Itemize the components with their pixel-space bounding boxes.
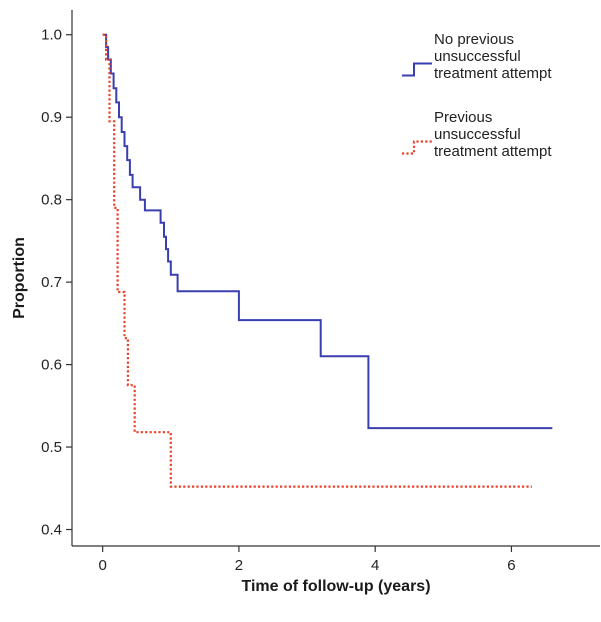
y-axis-title: Proportion bbox=[11, 237, 28, 319]
legend-label-line: treatment attempt bbox=[434, 65, 552, 82]
axes bbox=[71, 10, 600, 547]
x-tick-label: 2 bbox=[235, 557, 243, 574]
legend-marker-no-previous-attempt bbox=[402, 62, 432, 77]
series-line-previous-attempt bbox=[102, 33, 532, 488]
legend-label-line: unsuccessful bbox=[434, 48, 521, 65]
y-tick-label: 0.6 bbox=[41, 357, 62, 374]
y-tick-label: 1.0 bbox=[41, 27, 62, 44]
legend-label-line: unsuccessful bbox=[434, 126, 521, 143]
y-tick-label: 0.9 bbox=[41, 109, 62, 126]
y-tick-label: 0.4 bbox=[41, 522, 62, 539]
legend-marker-previous-attempt bbox=[402, 140, 432, 155]
x-tick-label: 4 bbox=[371, 557, 379, 574]
legend-label-line: No previous bbox=[434, 31, 514, 48]
y-ticks: 0.4 0.5 0.6 0.7 0.8 0.9 1.0 bbox=[41, 27, 72, 539]
legend-label-line: Previous bbox=[434, 109, 492, 126]
y-tick-label: 0.8 bbox=[41, 192, 62, 209]
legend-label-line: treatment attempt bbox=[434, 143, 552, 160]
x-tick-label: 6 bbox=[507, 557, 515, 574]
y-tick-label: 0.5 bbox=[41, 439, 62, 456]
x-axis-title: Time of follow-up (years) bbox=[241, 578, 430, 595]
series-line-no-previous-attempt bbox=[102, 33, 553, 430]
x-ticks: 0 2 4 6 bbox=[98, 546, 516, 574]
series-layer bbox=[102, 33, 553, 488]
y-tick-label: 0.7 bbox=[41, 274, 62, 291]
x-tick-label: 0 bbox=[98, 557, 106, 574]
